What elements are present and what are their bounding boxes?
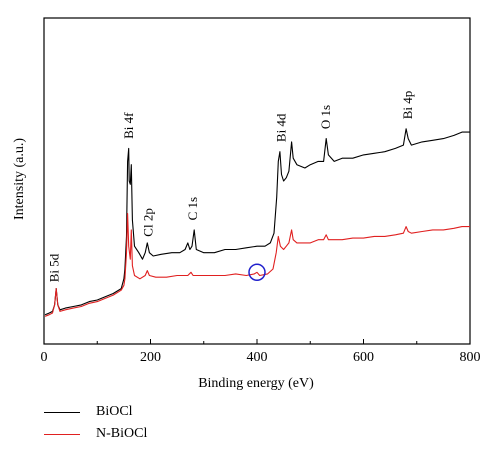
- legend-label-n-biocl: N-BiOCl: [96, 426, 148, 441]
- x-tick-label: 200: [140, 350, 161, 365]
- series-line-n-biocl: [44, 213, 470, 317]
- legend-item-n-biocl: N-BiOCl: [44, 423, 147, 445]
- legend-swatch-biocl: [44, 411, 80, 413]
- x-tick-label: 0: [41, 350, 48, 365]
- peak-label: Bi 5d: [47, 253, 62, 282]
- legend: BiOCl N-BiOCl: [44, 401, 147, 445]
- peak-label: Bi 4p: [400, 91, 415, 120]
- legend-swatch-n-biocl: [44, 433, 80, 435]
- x-tick-label: 400: [247, 350, 268, 365]
- series-line-biocl: [44, 128, 470, 316]
- peak-label: O 1s: [318, 105, 333, 129]
- peak-label: Cl 2p: [140, 208, 155, 237]
- y-axis-label: Intensity (a.u.): [12, 138, 27, 220]
- x-tick-label: 800: [460, 350, 481, 365]
- peak-label: Bi 4f: [121, 112, 136, 139]
- peak-label: C 1s: [185, 197, 200, 220]
- x-axis-label: Binding energy (eV): [198, 376, 314, 391]
- x-tick-label: 600: [353, 350, 374, 365]
- highlight-circle-marker: [248, 263, 266, 282]
- legend-item-biocl: BiOCl: [44, 401, 147, 423]
- legend-label-biocl: BiOCl: [96, 404, 133, 419]
- peak-label: Bi 4d: [274, 113, 289, 142]
